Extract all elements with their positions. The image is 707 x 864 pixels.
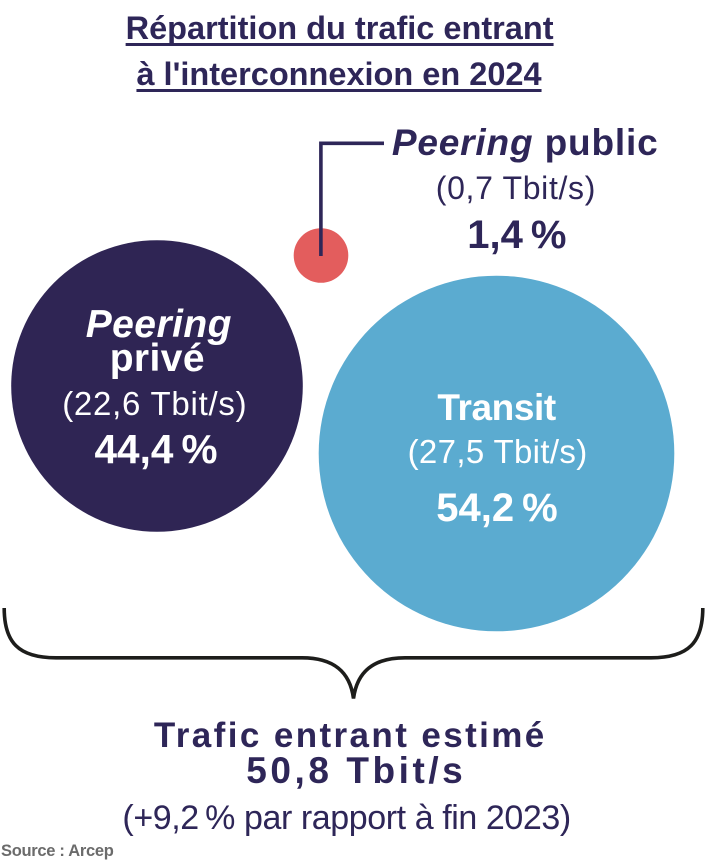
bubble-transit — [318, 275, 675, 632]
peering-public-label: Peering public — [392, 124, 659, 161]
peering-public-value: (0,7 Tbit/s) — [435, 170, 597, 206]
transit-value: (27,5 Tbit/s) — [407, 432, 588, 470]
bubble-peering-prive — [11, 240, 303, 532]
source-credit: Source : Arcep — [1, 842, 114, 860]
peering-public-label-rest: public — [544, 122, 659, 164]
peering-prive-label-em: Peering — [85, 302, 232, 346]
total-brace — [2, 607, 705, 699]
chart-title-line2: à l'interconnexion en 2024 — [136, 55, 542, 92]
transit-label: Transit — [437, 387, 556, 429]
callout-connector-line — [319, 141, 384, 256]
peering-prive-value: (22,6 Tbit/s) — [62, 385, 248, 423]
transit-percent: 54,2 % — [436, 485, 558, 530]
peering-public-percent: 1,4 % — [467, 213, 567, 258]
summary-label: Trafic entrant estimé — [153, 715, 547, 755]
chart-title-line1: Répartition du trafic entrant — [125, 10, 554, 47]
peering-prive-label-rest: privé — [109, 336, 205, 380]
summary-note: (+9,2 % par rapport à fin 2023) — [122, 798, 571, 837]
peering-prive-percent: 44,4 % — [94, 426, 218, 473]
peering-public-label-em: Peering — [391, 122, 534, 164]
summary-total: 50,8 Tbit/s — [246, 750, 467, 792]
